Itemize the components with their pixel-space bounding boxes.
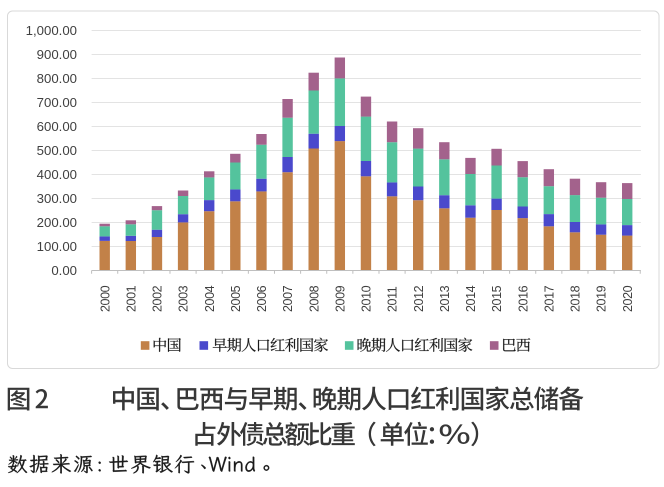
svg-text:100.00: 100.00 — [37, 239, 77, 254]
svg-text:2006: 2006 — [255, 285, 269, 312]
svg-text:2008: 2008 — [307, 285, 321, 312]
svg-text:2007: 2007 — [281, 285, 295, 312]
svg-text:2012: 2012 — [412, 285, 426, 312]
svg-text:2018: 2018 — [569, 285, 583, 312]
svg-text:900.00: 900.00 — [37, 47, 77, 62]
svg-text:2014: 2014 — [464, 285, 478, 312]
svg-text:2019: 2019 — [595, 285, 609, 312]
svg-text:2013: 2013 — [438, 285, 452, 312]
svg-text:200.00: 200.00 — [37, 215, 77, 230]
svg-text:0.00: 0.00 — [51, 263, 77, 278]
svg-text:600.00: 600.00 — [37, 119, 77, 134]
svg-text:2003: 2003 — [177, 285, 191, 312]
svg-text:2001: 2001 — [124, 285, 138, 312]
svg-text:2011: 2011 — [386, 286, 400, 312]
svg-text:400.00: 400.00 — [37, 167, 77, 182]
svg-text:800.00: 800.00 — [37, 71, 77, 86]
svg-text:2002: 2002 — [151, 285, 165, 312]
svg-text:2010: 2010 — [360, 285, 374, 312]
svg-text:2016: 2016 — [516, 285, 530, 312]
svg-text:2009: 2009 — [333, 285, 347, 312]
svg-text:2000: 2000 — [98, 285, 112, 312]
svg-text:700.00: 700.00 — [37, 95, 77, 110]
svg-text:300.00: 300.00 — [37, 191, 77, 206]
svg-text:2017: 2017 — [542, 285, 556, 312]
svg-text:2004: 2004 — [203, 285, 217, 312]
svg-text:2005: 2005 — [229, 285, 243, 312]
svg-text:2015: 2015 — [490, 285, 504, 312]
svg-text:1,000.00: 1,000.00 — [26, 23, 77, 38]
svg-text:2020: 2020 — [621, 285, 635, 312]
svg-text:500.00: 500.00 — [37, 143, 77, 158]
